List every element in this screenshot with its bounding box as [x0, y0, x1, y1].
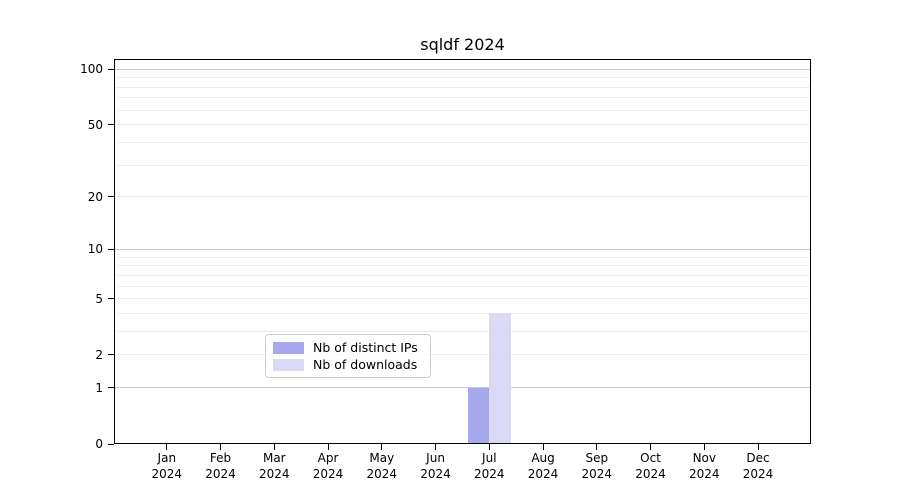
y-tick-label: 5 [95, 291, 103, 306]
gridline-minor [114, 77, 811, 79]
gridline-minor [114, 298, 811, 300]
x-tick-label: Apr 2024 [312, 451, 344, 481]
gridline-minor [114, 285, 811, 287]
y-axis-tick [108, 298, 114, 300]
x-tick-label: Nov 2024 [689, 451, 720, 481]
x-axis-tick [650, 444, 652, 450]
x-tick-label: Feb 2024 [205, 451, 236, 481]
gridline-minor [114, 97, 811, 99]
x-axis-tick [542, 444, 544, 450]
y-axis-tick [108, 196, 114, 198]
x-axis-tick [703, 444, 705, 450]
y-axis-tick [108, 354, 114, 356]
x-axis-tick [327, 444, 329, 450]
y-tick-label: 100 [80, 62, 103, 77]
x-tick-label: Jul 2024 [474, 451, 505, 481]
chart-title: sqldf 2024 [420, 35, 505, 54]
gridline-minor [114, 196, 811, 198]
y-tick-label: 2 [95, 347, 103, 362]
bar-nb-of-downloads [489, 313, 511, 444]
bar-nb-of-distinct-ips [467, 387, 490, 444]
gridline-minor [114, 141, 811, 143]
y-tick-label: 0 [95, 437, 103, 451]
x-tick-label: Aug 2024 [527, 451, 559, 481]
y-tick-label: 50 [87, 117, 103, 132]
x-axis-tick [381, 444, 383, 450]
gridline-minor [114, 274, 811, 276]
y-axis-tick [108, 68, 114, 70]
gridline-major [114, 248, 811, 250]
y-axis-tick [108, 443, 114, 445]
x-axis-tick [757, 444, 759, 450]
y-axis-tick [108, 248, 114, 250]
gridline-minor [114, 164, 811, 166]
x-axis-tick [273, 444, 275, 450]
gridline-minor [114, 265, 811, 267]
x-tick-label: Mar 2024 [259, 451, 290, 481]
x-tick-label: Dec 2024 [742, 451, 774, 481]
x-tick-label: Oct 2024 [635, 451, 666, 481]
x-tick-label: Sep 2024 [581, 451, 613, 481]
legend-item: Nb of downloads [273, 357, 422, 372]
x-axis-tick [166, 444, 168, 450]
gridline-minor [114, 86, 811, 88]
gridline-major [114, 387, 811, 389]
x-tick-label: Jun 2024 [420, 451, 451, 481]
x-tick-label: Jan 2024 [151, 451, 183, 481]
gridline-minor [114, 354, 811, 356]
y-tick-label: 1 [95, 380, 103, 395]
x-axis-tick [435, 444, 437, 450]
gridline-major [114, 68, 811, 70]
y-tick-label: 10 [87, 242, 103, 257]
gridline-minor [114, 312, 811, 314]
legend-label: Nb of distinct IPs [313, 340, 418, 355]
y-tick-label: 20 [87, 189, 103, 204]
gridline-minor [114, 256, 811, 258]
legend-item: Nb of distinct IPs [273, 340, 422, 355]
plot-area [114, 59, 811, 444]
x-axis-tick [596, 444, 598, 450]
legend-swatch-icon [273, 341, 304, 354]
y-axis-tick [108, 124, 114, 126]
gridline-minor [114, 330, 811, 332]
x-tick-label: May 2024 [366, 451, 398, 481]
legend: Nb of distinct IPs Nb of downloads [265, 334, 431, 378]
legend-label: Nb of downloads [313, 357, 418, 372]
gridline-minor [114, 124, 811, 126]
gridline-minor [114, 109, 811, 111]
legend-swatch-icon [273, 358, 304, 371]
x-axis-tick [220, 444, 222, 450]
x-axis-tick [488, 444, 490, 450]
y-axis-tick [108, 387, 114, 389]
